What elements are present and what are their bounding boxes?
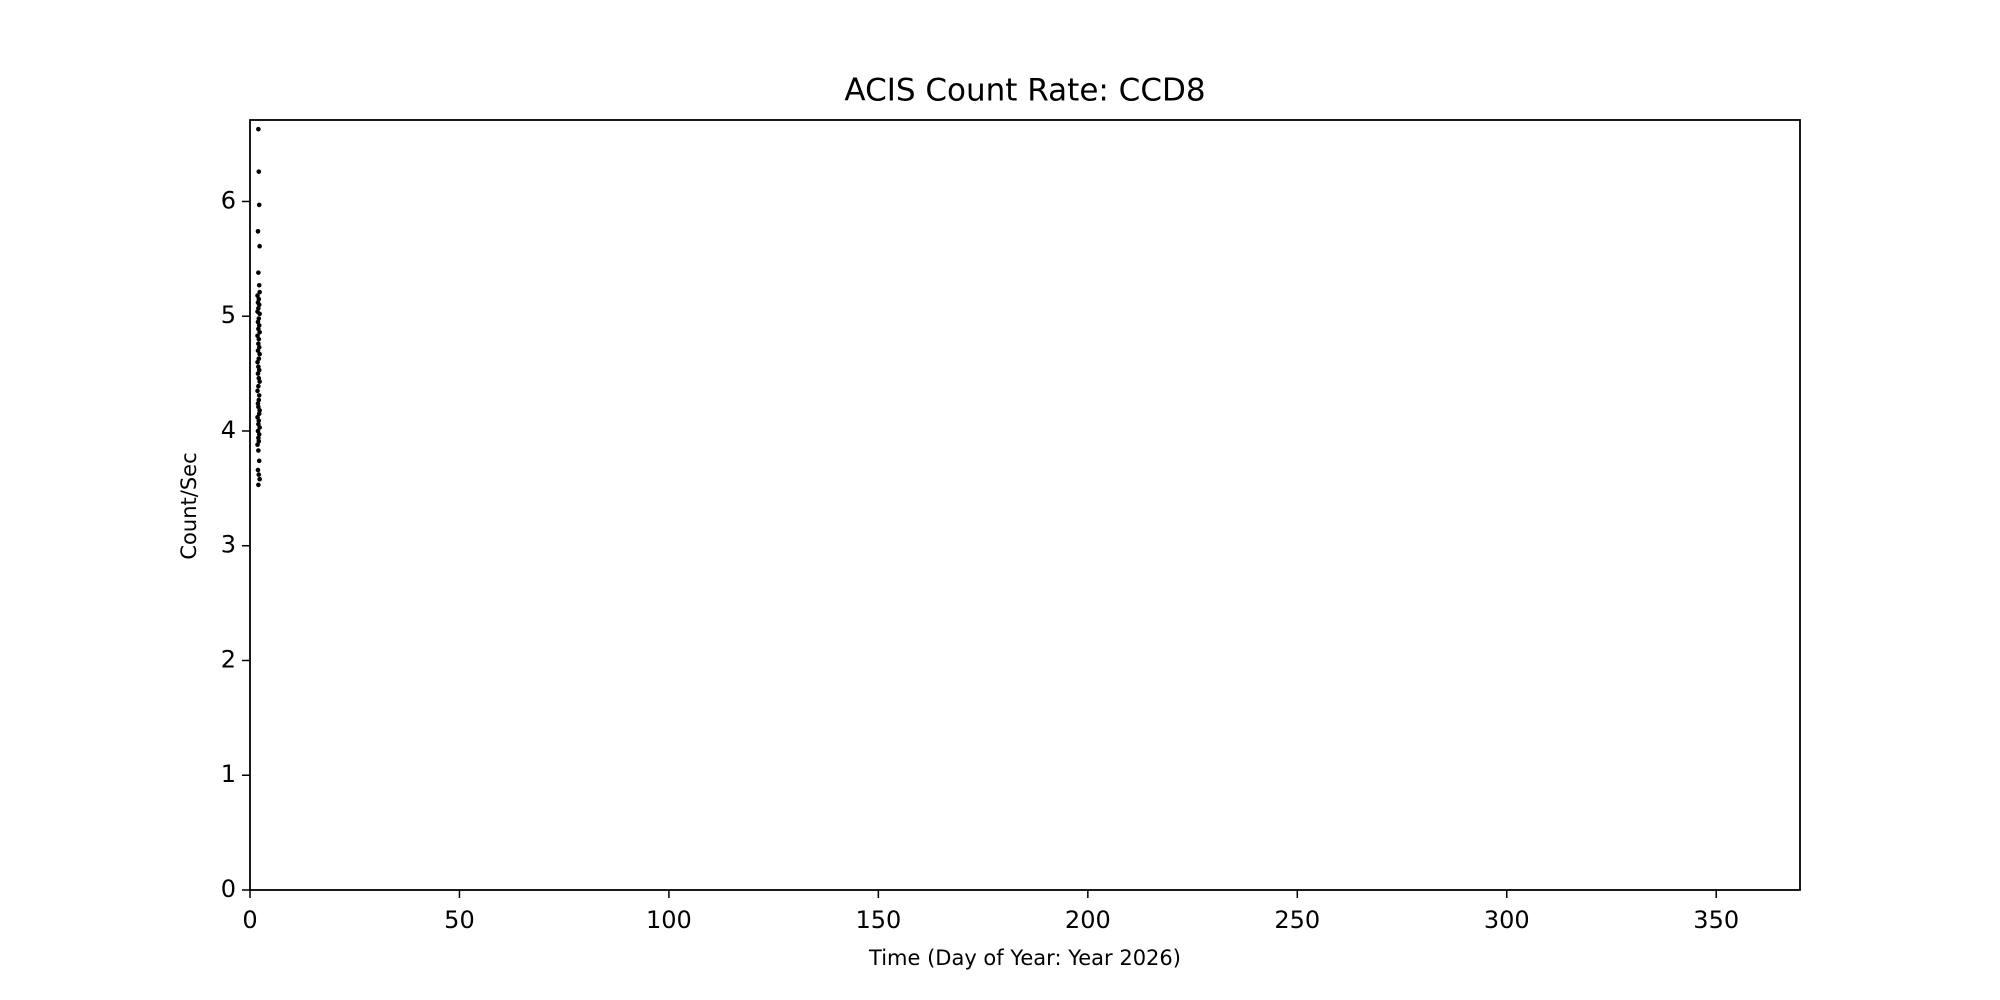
data-point (256, 482, 261, 488)
y-tick-label: 1 (221, 760, 236, 788)
plot-frame (249, 119, 1801, 891)
data-point (255, 229, 261, 234)
data-point (256, 472, 262, 477)
data-point (255, 467, 261, 473)
y-axis-label: Count/Sec (177, 452, 201, 559)
data-point (256, 302, 262, 308)
data-point (257, 311, 262, 317)
data-point (256, 364, 261, 370)
data-point (256, 393, 262, 398)
data-point (257, 351, 262, 357)
data-point (255, 388, 260, 394)
y-tick-label: 6 (221, 186, 236, 214)
data-point (255, 442, 260, 448)
x-tick-label: 200 (1065, 906, 1111, 934)
data-point (257, 425, 262, 430)
data-point (257, 379, 262, 384)
y-tick-label: 3 (221, 531, 236, 559)
data-point (256, 341, 261, 347)
data-point (256, 282, 262, 288)
data-point (256, 458, 262, 464)
data-point (256, 418, 262, 423)
data-point (256, 270, 261, 275)
data-point (257, 408, 262, 413)
data-point (256, 411, 262, 417)
data-point (256, 432, 262, 437)
data-point (257, 289, 262, 295)
data-point (256, 305, 261, 311)
data-point (257, 243, 262, 249)
data-point (256, 316, 262, 321)
y-tick-label: 2 (221, 645, 236, 673)
data-point (256, 375, 262, 381)
data-point (255, 371, 261, 376)
data-point (256, 126, 261, 132)
chart-title: ACIS Count Rate: CCD8 (844, 73, 1205, 109)
data-point (256, 448, 261, 453)
data-point (257, 476, 262, 482)
data-point (256, 397, 262, 403)
x-axis-label: Time (Day of Year: Year 2026) (868, 946, 1181, 970)
x-tick-label: 250 (1274, 906, 1320, 934)
y-tick-label: 5 (221, 301, 236, 329)
x-tick-label: 350 (1693, 906, 1739, 934)
y-tick-label: 0 (221, 875, 236, 903)
x-tick-label: 100 (646, 906, 692, 934)
x-tick-label: 50 (444, 906, 475, 934)
data-point (256, 296, 262, 302)
x-tick-label: 300 (1484, 906, 1530, 934)
data-point (255, 359, 260, 365)
data-point (256, 435, 261, 441)
data-point (255, 348, 261, 353)
data-point (255, 401, 261, 406)
data-point (256, 383, 261, 389)
x-tick-label: 0 (242, 906, 257, 934)
data-point (256, 323, 262, 328)
data-point (257, 329, 262, 335)
data-point (256, 202, 262, 208)
y-tick-label: 4 (221, 416, 236, 444)
x-tick-label: 150 (855, 906, 901, 934)
data-point (256, 169, 262, 174)
data-point (256, 336, 262, 342)
